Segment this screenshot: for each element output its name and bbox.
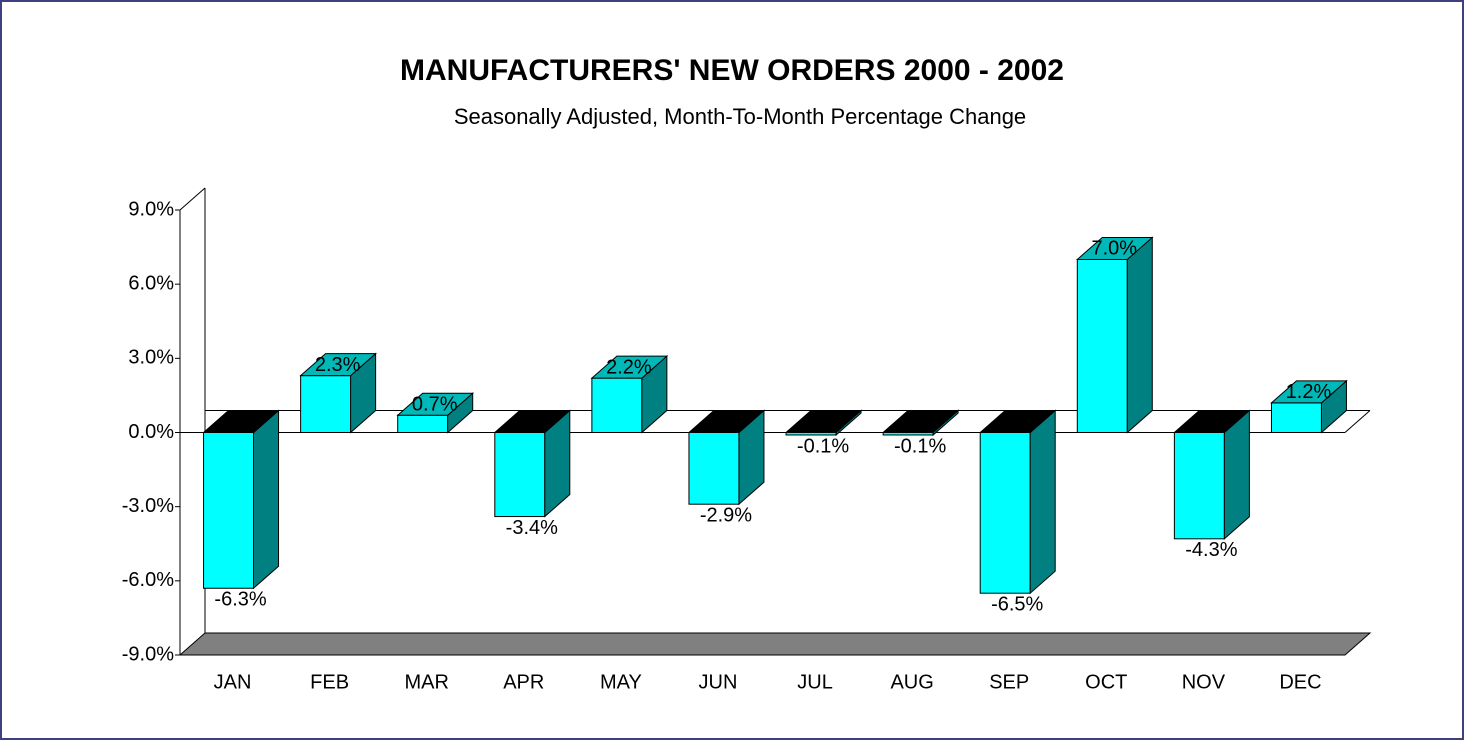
- x-tick-label: JAN: [214, 671, 252, 693]
- value-label: -0.1%: [797, 435, 849, 457]
- bar-top: [1173, 410, 1251, 433]
- y-tick-label: -9.0%: [122, 643, 174, 665]
- x-tick-label: MAR: [404, 671, 448, 693]
- bar-top: [202, 410, 280, 433]
- x-tick-label: JUL: [797, 671, 833, 693]
- value-label: -2.9%: [700, 504, 752, 526]
- value-label: -0.1%: [894, 435, 946, 457]
- value-label: 0.7%: [412, 393, 458, 415]
- x-tick-label: NOV: [1182, 671, 1226, 693]
- bar-top: [881, 410, 960, 433]
- y-tick-label: -6.0%: [122, 569, 174, 591]
- bar-top: [493, 410, 572, 433]
- bar-top: [687, 410, 766, 433]
- bar: [494, 432, 546, 518]
- bar: [688, 432, 740, 505]
- x-tick-label: OCT: [1085, 671, 1127, 693]
- y-tick-label: 6.0%: [128, 272, 174, 294]
- y-tick-label: 3.0%: [128, 347, 174, 369]
- bar: [1173, 432, 1225, 540]
- wall-top-edge: [179, 187, 206, 211]
- value-label: 2.3%: [315, 354, 361, 376]
- bar: [591, 377, 643, 434]
- bar-top: [784, 410, 863, 433]
- bar: [979, 432, 1031, 594]
- floor: [178, 632, 1372, 656]
- value-label: 1.2%: [1286, 381, 1332, 403]
- bar-top: [1270, 380, 1348, 404]
- x-tick-label: SEP: [989, 671, 1029, 693]
- value-label: 2.2%: [606, 356, 652, 378]
- x-tick-label: APR: [503, 671, 544, 693]
- x-tick-label: JUN: [699, 671, 738, 693]
- bar-side: [1029, 409, 1056, 595]
- value-label: -3.4%: [506, 517, 558, 539]
- bar-top: [1075, 236, 1154, 260]
- y-tick-label: 0.0%: [128, 421, 174, 443]
- bar-top: [396, 392, 475, 416]
- x-tick-label: FEB: [310, 671, 349, 693]
- y-tick-label: -3.0%: [122, 495, 174, 517]
- x-tick-label: MAY: [600, 671, 642, 693]
- bar-top: [590, 355, 669, 379]
- x-tick-label: DEC: [1279, 671, 1321, 693]
- bar: [300, 375, 352, 433]
- bar: [203, 432, 255, 589]
- bar-top: [978, 410, 1057, 433]
- zero-right-edge: [1344, 410, 1371, 433]
- bar-side: [253, 409, 280, 590]
- value-label: -6.3%: [214, 589, 266, 611]
- value-label: -4.3%: [1185, 539, 1237, 561]
- bar: [1076, 258, 1128, 434]
- bar: [397, 414, 449, 434]
- y-tick-label: 9.0%: [128, 198, 174, 220]
- bar: [1270, 402, 1322, 434]
- bar-top: [299, 353, 377, 377]
- x-tick-label: AUG: [890, 671, 933, 693]
- chart-subtitle: Seasonally Adjusted, Month-To-Month Perc…: [454, 104, 1026, 129]
- value-label: 7.0%: [1091, 238, 1137, 260]
- value-label: -6.5%: [991, 593, 1043, 615]
- chart-title: MANUFACTURERS' NEW ORDERS 2000 - 2002: [400, 54, 1064, 87]
- bar-side: [1126, 236, 1153, 434]
